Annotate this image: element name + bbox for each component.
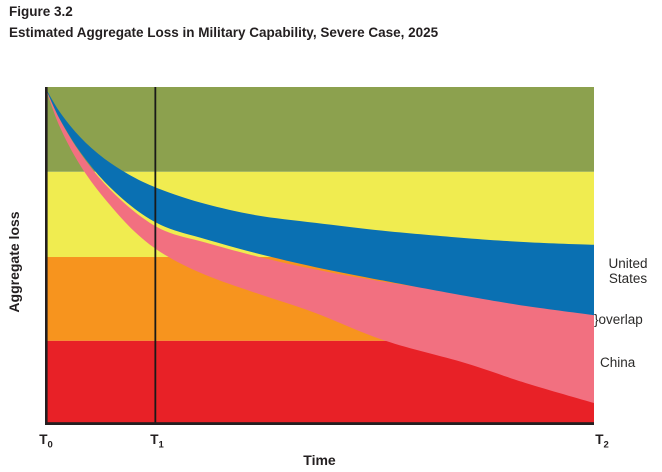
- annotation-china: China: [600, 355, 636, 370]
- annotation-overlap: }overlap: [594, 312, 643, 327]
- loss-band-top: [45, 87, 594, 172]
- figure-label: Figure 3.2: [9, 4, 73, 19]
- x-tick-T1: T1: [150, 432, 164, 451]
- x-tick-T2: T2: [595, 432, 609, 451]
- china-band: [45, 87, 594, 403]
- y-axis-label: Aggregate loss: [6, 211, 22, 313]
- annotation-united-states-line1: United: [608, 256, 648, 271]
- x-axis-line: [45, 422, 594, 425]
- plot-area: [45, 87, 594, 425]
- chart-canvas: [45, 87, 594, 425]
- annotation-united-states-line2: States: [608, 271, 648, 286]
- x-tick-T0: T0: [39, 432, 53, 451]
- x-axis-label: Time: [303, 452, 336, 468]
- y-axis-line: [45, 87, 48, 425]
- annotation-united-states: United States: [597, 256, 659, 286]
- figure-title: Estimated Aggregate Loss in Military Cap…: [9, 25, 439, 40]
- united-states-band: [45, 87, 594, 316]
- plot-layers: [45, 87, 594, 425]
